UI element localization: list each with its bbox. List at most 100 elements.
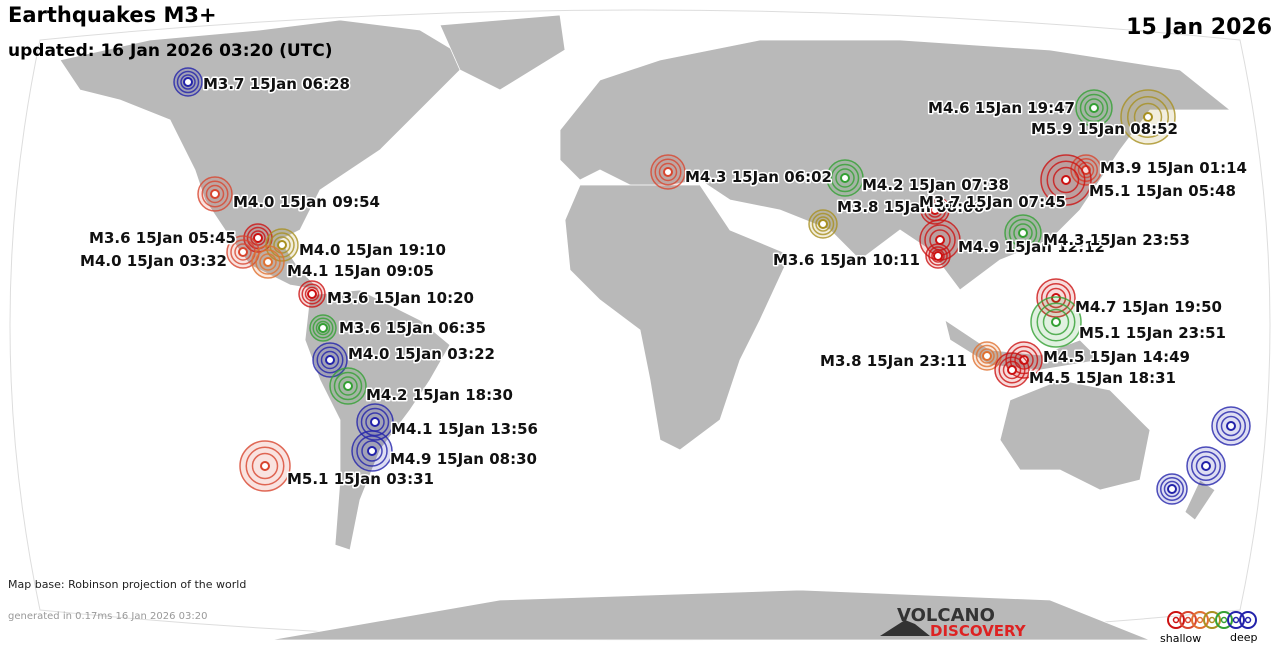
ring (1013, 223, 1033, 243)
quake-marker (312, 342, 348, 378)
ring (205, 184, 225, 204)
ring (979, 348, 995, 364)
ring (1046, 160, 1086, 200)
ring-inner (818, 219, 828, 229)
quake-label: M3.6 15Jan 10:20 (327, 289, 474, 307)
quake-label: M3.8 15Jan 08:06 (837, 198, 984, 216)
ring (1160, 477, 1184, 501)
ring (998, 356, 1026, 384)
quake-label: M3.7 15Jan 07:45 (919, 193, 1066, 211)
quake-label: M4.3 15Jan 23:53 (1043, 231, 1190, 249)
ring-inner (367, 446, 377, 456)
quake-label: M4.0 15Jan 09:54 (233, 193, 380, 211)
ring-inner (238, 247, 248, 257)
ring-inner (1201, 461, 1211, 471)
ring (312, 317, 334, 339)
legend-shallow: shallow (1160, 632, 1201, 645)
quake-marker (1036, 278, 1076, 318)
legend-deep: deep (1230, 631, 1258, 644)
ring (251, 452, 279, 480)
ring (927, 202, 943, 218)
ring (201, 180, 229, 208)
north-america (59, 19, 471, 291)
quake-label: M5.1 15Jan 23:51 (1079, 324, 1226, 342)
ring (1077, 161, 1095, 179)
ring (835, 168, 855, 188)
ring (356, 435, 388, 467)
quake-label: M3.9 15Jan 01:14 (1100, 159, 1247, 177)
ring (1163, 480, 1181, 498)
quake-label: M3.8 15Jan 23:11 (820, 352, 967, 370)
ring-inner (253, 233, 263, 243)
ring-inner (263, 257, 273, 267)
quake-marker (826, 159, 864, 197)
ring-inner (1167, 484, 1177, 494)
quake-marker (1004, 214, 1042, 252)
legend-ring (1167, 611, 1185, 629)
title: Earthquakes M3+ (8, 3, 217, 27)
legend-dot (1244, 616, 1252, 624)
quake-label: M5.1 15Jan 05:48 (1089, 182, 1236, 200)
quake-marker (173, 67, 203, 97)
legend-dot (1196, 616, 1204, 624)
logo-discovery: DISCOVERY (930, 622, 1027, 640)
quake-label: M4.9 15Jan 12:12 (958, 238, 1105, 256)
ring (1079, 93, 1109, 123)
legend-dot (1232, 616, 1240, 624)
quake-label: M4.5 15Jan 18:31 (1029, 369, 1176, 387)
ring-inner (663, 167, 673, 177)
ring (180, 74, 196, 90)
legend (1167, 611, 1257, 629)
quake-marker (351, 430, 393, 472)
quake-label: M4.3 15Jan 06:02 (685, 168, 832, 186)
ring (1008, 218, 1038, 248)
ring-inner (325, 355, 335, 365)
ring (1036, 302, 1076, 342)
ring (815, 216, 831, 232)
ring-inner (343, 381, 353, 391)
quake-marker (309, 314, 337, 342)
ring-inner (1226, 421, 1236, 431)
ring (1127, 96, 1169, 138)
legend-dot (1184, 616, 1192, 624)
legend-dot (1220, 616, 1228, 624)
quake-marker (650, 154, 686, 190)
australia (999, 379, 1151, 491)
quake-marker (1075, 89, 1113, 127)
ring-inner (840, 173, 850, 183)
ring-inner (183, 77, 193, 87)
ring (361, 440, 383, 462)
ring (1191, 451, 1221, 481)
ring (269, 232, 295, 258)
quake-label: M3.6 15Jan 10:11 (773, 251, 920, 269)
quake-label: M5.9 15Jan 08:52 (1031, 120, 1178, 138)
legend-ring (1215, 611, 1233, 629)
quake-label: M3.6 15Jan 05:45 (89, 229, 236, 247)
ring-inner (930, 205, 940, 215)
ring (315, 320, 331, 336)
map-base: Map base: Robinson projection of the wor… (8, 578, 246, 591)
ring (360, 407, 390, 437)
ring-inner (318, 323, 328, 333)
ring (1220, 415, 1242, 437)
quake-marker (1030, 296, 1082, 348)
ring (1045, 287, 1067, 309)
updated: updated: 16 Jan 2026 03:20 (UTC) (8, 41, 333, 61)
quake-marker (1186, 446, 1226, 486)
new-zealand (1184, 479, 1216, 521)
ring-inner (260, 461, 270, 471)
ring (338, 376, 358, 396)
ring (1074, 158, 1098, 182)
quake-label: M4.7 15Jan 19:50 (1075, 298, 1222, 316)
ring (928, 246, 948, 266)
quake-marker (925, 243, 951, 269)
quake-label: M3.6 15Jan 06:35 (339, 319, 486, 337)
quake-marker (1211, 406, 1251, 446)
quake-label: M4.0 15Jan 03:32 (80, 252, 227, 270)
ring (975, 344, 999, 368)
ring-inner (1007, 365, 1017, 375)
ring (931, 249, 945, 263)
quake-marker (1156, 473, 1188, 505)
